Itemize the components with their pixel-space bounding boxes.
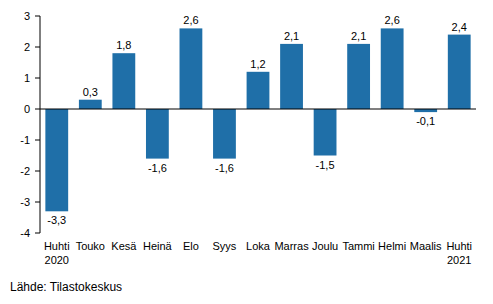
y-tick-label: 1 [24, 72, 30, 84]
x-tick-label: Helmi [378, 240, 406, 252]
y-tick-label: 0 [24, 103, 30, 115]
x-tick-label: Marras [274, 240, 309, 252]
y-tick [35, 233, 40, 234]
y-tick [35, 16, 40, 17]
chart: -4 -3 -2 -1 0 1 2 3 -3,3 0,3 1,8 -1,6 2,6 -1,6 1,2 2,1 -… [0, 0, 493, 304]
x-tick-label: Loka [246, 240, 271, 252]
x-tick-label-line: Joulu [312, 240, 338, 252]
data-label: -1,6 [215, 162, 234, 174]
y-tick-label: -4 [20, 227, 30, 239]
bars [45, 28, 470, 211]
bar [381, 28, 404, 109]
bar [213, 109, 236, 159]
bar [448, 35, 471, 109]
x-tick-label-line: Huhti [44, 240, 70, 252]
x-tick-label: Huhti 2020 [44, 240, 70, 266]
data-label: 1,2 [250, 58, 265, 70]
bar [280, 44, 303, 109]
y-tick [35, 109, 40, 110]
x-tick-label: Tammi [342, 240, 374, 252]
x-tick-label-line: Elo [183, 240, 199, 252]
x-tick-label: Joulu [312, 240, 338, 252]
bar [314, 109, 337, 156]
x-tick-label: Syys [213, 240, 237, 252]
y-tick-label: -2 [20, 165, 30, 177]
x-tick-label-line: Heinä [143, 240, 173, 252]
bar [45, 109, 68, 211]
zero-line [40, 109, 476, 110]
bar [347, 44, 370, 109]
x-tick-label-line: Tammi [342, 240, 374, 252]
x-tick-label: Kesä [111, 240, 137, 252]
y-tick-label: -3 [20, 196, 30, 208]
y-axis [40, 16, 41, 233]
y-tick-label: 2 [24, 41, 30, 53]
y-tick [35, 78, 40, 79]
x-tick-label-line: Maalis [410, 240, 442, 252]
data-label: 2,6 [385, 14, 400, 26]
bar [112, 53, 135, 109]
x-tick-label: Maalis [410, 240, 442, 252]
y-tick [35, 202, 40, 203]
data-label: -3,3 [47, 214, 66, 226]
x-tick-label-line: Syys [213, 240, 237, 252]
data-label: 2,1 [351, 30, 366, 42]
y-tick-label: 3 [24, 10, 30, 22]
y-tick [35, 140, 40, 141]
bar [79, 100, 102, 109]
x-tick-label: Huhti 2021 [446, 240, 472, 266]
data-label: -1,6 [148, 162, 167, 174]
x-tick-label-line: Helmi [378, 240, 406, 252]
bar [180, 28, 203, 109]
x-tick-label-line: Touko [76, 240, 105, 252]
x-tick-label-line: Marras [274, 240, 309, 252]
x-tick-label-line: Loka [246, 240, 271, 252]
data-label: -0,1 [416, 115, 435, 127]
x-tick-label: Elo [183, 240, 199, 252]
x-tick-label-line: 2020 [45, 254, 69, 266]
y-tick [35, 171, 40, 172]
y-tick-label: -1 [20, 134, 30, 146]
data-label: 0,3 [83, 86, 98, 98]
x-tick-label-line: Huhti [446, 240, 472, 252]
x-tick-label-line: 2021 [447, 254, 471, 266]
y-tick [35, 47, 40, 48]
x-tick-label: Heinä [143, 240, 173, 252]
data-label: 1,8 [116, 39, 131, 51]
bar [247, 72, 270, 109]
data-label: 2,6 [183, 14, 198, 26]
data-label: 2,4 [452, 21, 467, 33]
data-label: 2,1 [284, 30, 299, 42]
source: Lähde: Tilastokeskus [10, 280, 122, 294]
data-label: -1,5 [316, 159, 335, 171]
bar [146, 109, 169, 159]
x-tick-label-line: Kesä [111, 240, 137, 252]
x-tick-label: Touko [76, 240, 105, 252]
